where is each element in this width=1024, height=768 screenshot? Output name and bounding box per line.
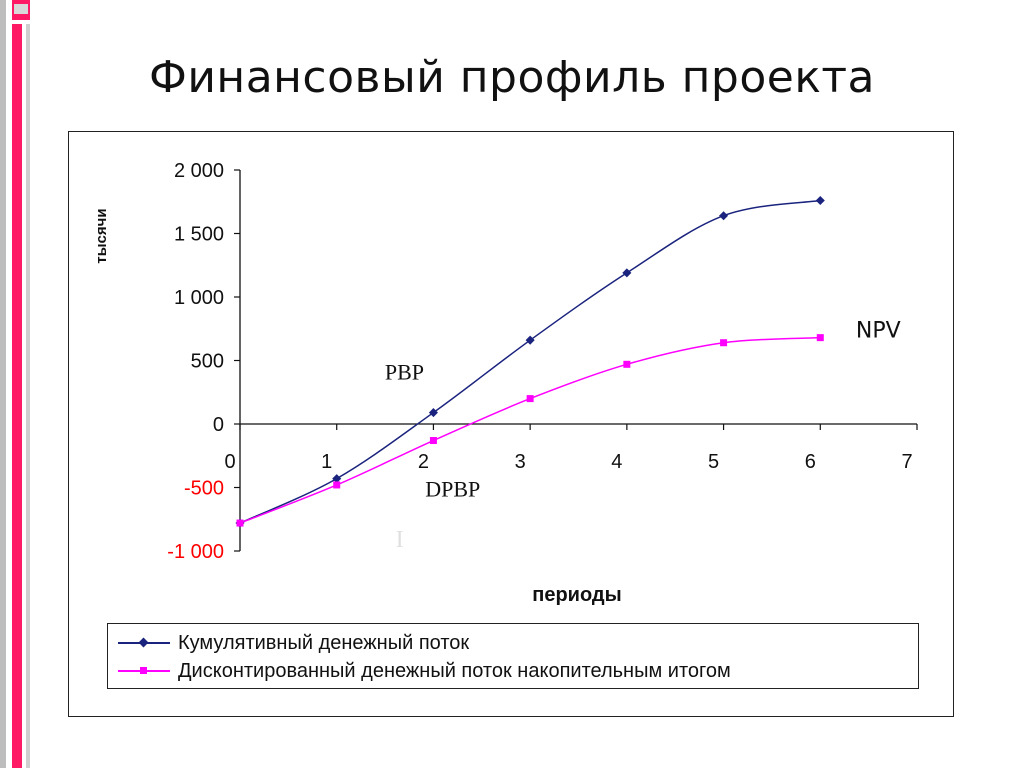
data-point-discounted: [526, 395, 534, 403]
left-pink-bar: [12, 24, 22, 768]
legend-item-cumulative: Кумулятивный денежный поток: [108, 629, 469, 657]
y-tick-label: -1 000: [167, 541, 224, 563]
series-line-0: [239, 199, 821, 524]
x-tick-label: 4: [611, 451, 622, 473]
annotation-npv: NPV: [856, 319, 901, 344]
x-axis-label: периоды: [532, 584, 621, 606]
data-point-discounted: [429, 437, 437, 445]
data-point-cumulative: [622, 268, 632, 278]
x-tick-label: 7: [901, 451, 912, 473]
data-point-discounted: [720, 339, 728, 347]
y-tick-label: 500: [191, 351, 224, 373]
x-tick-label: 3: [515, 451, 526, 473]
data-point-cumulative: [719, 211, 729, 221]
legend-label-discounted: Дисконтированный денежный поток накопите…: [178, 659, 731, 682]
annotation-dpbp: DPBP: [425, 476, 480, 501]
data-point-cumulative: [815, 195, 825, 206]
y-tick-label: 1 000: [174, 287, 224, 309]
legend-label-cumulative: Кумулятивный денежный поток: [178, 631, 470, 654]
data-point-discounted: [623, 360, 631, 368]
legend-swatch-cumulative: [118, 633, 170, 653]
chart-axes: [239, 170, 917, 551]
chart-annotations: PBP DPBP NPV I: [385, 319, 901, 554]
left-gray-bar: [0, 0, 6, 768]
left-gray-thin-bar: [26, 24, 30, 768]
x-tick-label: 2: [418, 451, 429, 473]
data-point-discounted: [236, 519, 244, 527]
annotation-pbp: PBP: [385, 360, 424, 385]
chart-series: [235, 195, 825, 528]
legend-item-discounted: Дисконтированный денежный поток накопите…: [108, 657, 731, 685]
x-tick-label: 0: [224, 451, 235, 473]
data-point-discounted: [816, 334, 824, 342]
legend-swatch-discounted: [118, 661, 170, 681]
left-gray-bar-top: [14, 4, 28, 14]
chart-frame: [68, 131, 954, 717]
slide-title: Финансовый профиль проекта: [148, 52, 876, 103]
y-tick-label: 0: [213, 414, 224, 436]
y-tick-label: -500: [184, 478, 224, 500]
annotation-i: I: [396, 527, 404, 553]
series-line-1: [239, 336, 821, 524]
chart-legend: Кумулятивный денежный поток Дисконтирова…: [107, 623, 919, 689]
x-tick-label: 5: [708, 451, 719, 473]
y-tick-label: 1 500: [174, 224, 224, 246]
x-tick-label: 6: [805, 451, 816, 473]
x-tick-label: 1: [321, 451, 332, 473]
data-point-discounted: [333, 481, 341, 489]
data-point-cumulative: [525, 335, 535, 345]
y-tick-label: 2 000: [174, 160, 224, 182]
y-axis-label: тысячи: [93, 208, 110, 263]
